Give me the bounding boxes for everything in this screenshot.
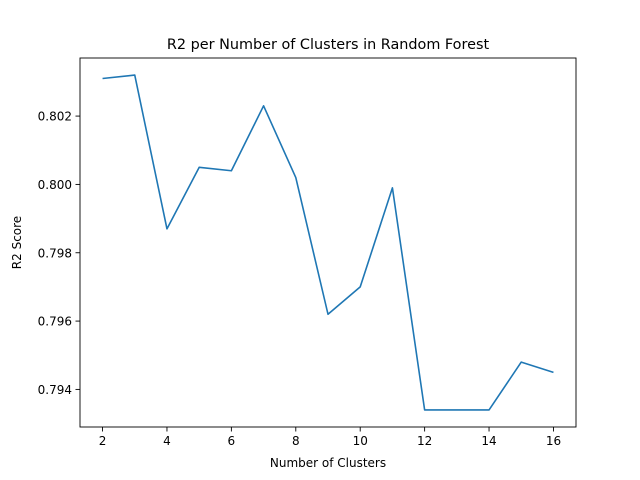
y-tick-label: 0.794 bbox=[38, 383, 72, 397]
y-tick-label: 0.802 bbox=[38, 110, 72, 124]
x-axis-label: Number of Clusters bbox=[270, 456, 386, 470]
y-tick-label: 0.796 bbox=[38, 315, 72, 329]
x-tick-label: 2 bbox=[99, 434, 107, 448]
plot-area-frame bbox=[79, 57, 577, 428]
axis-ticks: 2 4 6 8 10 12 14 16 0.794 0.796 0.798 0.800 0.802 bbox=[38, 110, 561, 448]
x-tick-label: 14 bbox=[481, 434, 496, 448]
chart-title: R2 per Number of Clusters in Random Fore… bbox=[167, 37, 490, 53]
x-tick-label: 4 bbox=[163, 434, 171, 448]
x-tick-label: 6 bbox=[228, 434, 236, 448]
y-tick-label: 0.798 bbox=[38, 246, 72, 260]
y-axis-label: R2 Score bbox=[10, 216, 24, 269]
y-tick-label: 0.800 bbox=[38, 178, 72, 192]
x-tick-label: 12 bbox=[417, 434, 432, 448]
x-tick-label: 8 bbox=[292, 434, 300, 448]
x-tick-label: 16 bbox=[546, 434, 561, 448]
x-tick-label: 10 bbox=[353, 434, 368, 448]
series-line bbox=[102, 74, 554, 411]
